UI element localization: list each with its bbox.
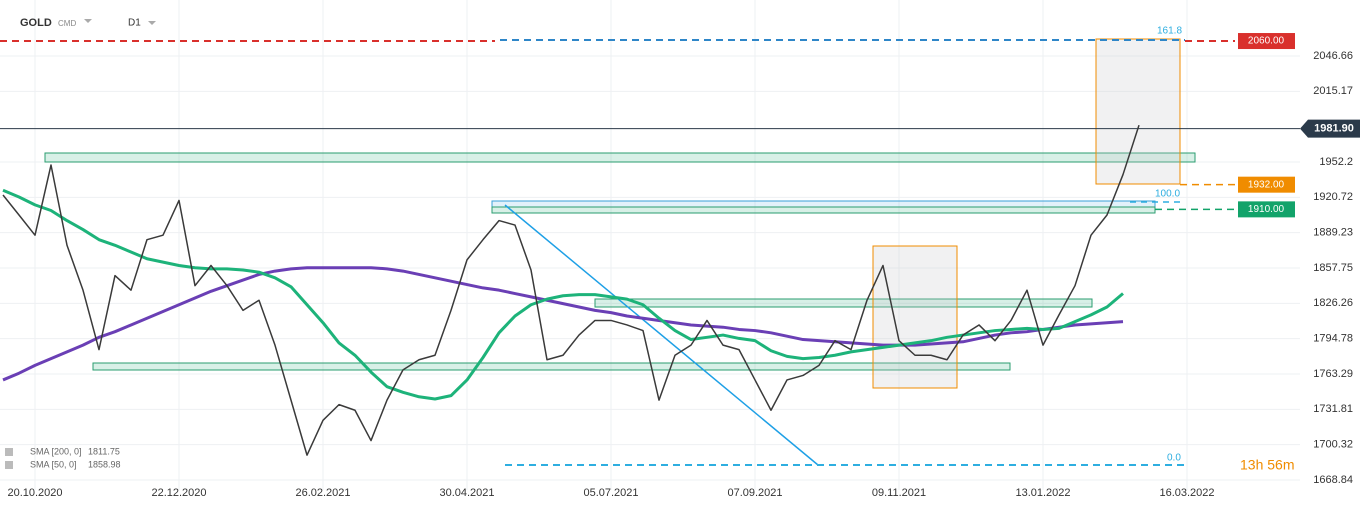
level-label: 1932.00	[1248, 179, 1285, 190]
y-tick-label: 1952.2	[1319, 156, 1353, 168]
x-tick-label: 05.07.2021	[583, 487, 638, 499]
y-tick-label: 1731.81	[1313, 403, 1353, 415]
y-tick-label: 1763.29	[1313, 368, 1353, 380]
sma-line	[2, 266, 1124, 382]
x-tick-label: 26.02.2021	[295, 487, 350, 499]
zone	[594, 298, 1093, 308]
x-tick-label: 16.03.2022	[1159, 487, 1214, 499]
dropdown-caret[interactable]	[84, 19, 92, 23]
last-price-label: 1981.90	[1314, 123, 1354, 135]
fib-label: 0.0	[1167, 453, 1181, 464]
timeframe[interactable]: D1	[128, 18, 141, 29]
x-tick-label: 30.04.2021	[439, 487, 494, 499]
zone	[92, 362, 1011, 371]
legend-value: 1811.75	[88, 446, 120, 456]
x-tick-label: 09.11.2021	[872, 487, 926, 499]
trend-line	[504, 204, 819, 466]
level-label: 1910.00	[1248, 204, 1285, 215]
zone	[491, 200, 1156, 208]
fib-label: 100.0	[1155, 189, 1180, 200]
x-tick-label: 07.09.2021	[727, 487, 782, 499]
x-tick-label: 20.10.2020	[7, 487, 62, 499]
level-tag	[1238, 176, 1295, 193]
legend-name: SMA [200, 0]	[30, 446, 82, 456]
y-tick-label: 1920.72	[1313, 191, 1353, 203]
y-tick-label: 2015.17	[1313, 85, 1353, 97]
range-box	[872, 245, 958, 389]
range-box	[1095, 38, 1181, 185]
level-tag	[1238, 33, 1295, 50]
fib-label: 161.8	[1157, 26, 1182, 37]
countdown: 13h 56m	[1240, 457, 1294, 473]
zone	[491, 206, 1156, 214]
zones: 161.8 100.0 0.0	[44, 26, 1196, 466]
symbol[interactable]: GOLD	[20, 17, 52, 29]
price-line	[2, 124, 1140, 456]
zone	[44, 152, 1196, 163]
instrument-type: CMD	[58, 19, 76, 28]
y-tick-label: 1668.84	[1313, 474, 1353, 486]
y-tick-label: 1889.23	[1313, 227, 1353, 239]
sma-line	[2, 188, 1124, 401]
x-tick-label: 22.12.2020	[151, 487, 206, 499]
y-tick-label: 1857.75	[1313, 262, 1353, 274]
legend-name: SMA [50, 0]	[30, 459, 77, 469]
y-tick-label: 1700.32	[1313, 439, 1353, 451]
last-price-tag	[1300, 119, 1360, 138]
legend-icon	[5, 448, 13, 456]
legend-icon	[5, 461, 13, 469]
y-tick-label: 1826.26	[1313, 297, 1353, 309]
dropdown-caret[interactable]	[148, 21, 156, 25]
x-tick-label: 13.01.2022	[1015, 487, 1070, 499]
level-label: 2060.00	[1248, 36, 1285, 47]
level-tag	[1238, 201, 1295, 218]
y-tick-label: 2046.66	[1313, 50, 1353, 62]
y-tick-label: 1794.78	[1313, 333, 1353, 345]
header: GOLD CMD D1	[20, 17, 156, 29]
legend-value: 1858.98	[88, 459, 121, 469]
